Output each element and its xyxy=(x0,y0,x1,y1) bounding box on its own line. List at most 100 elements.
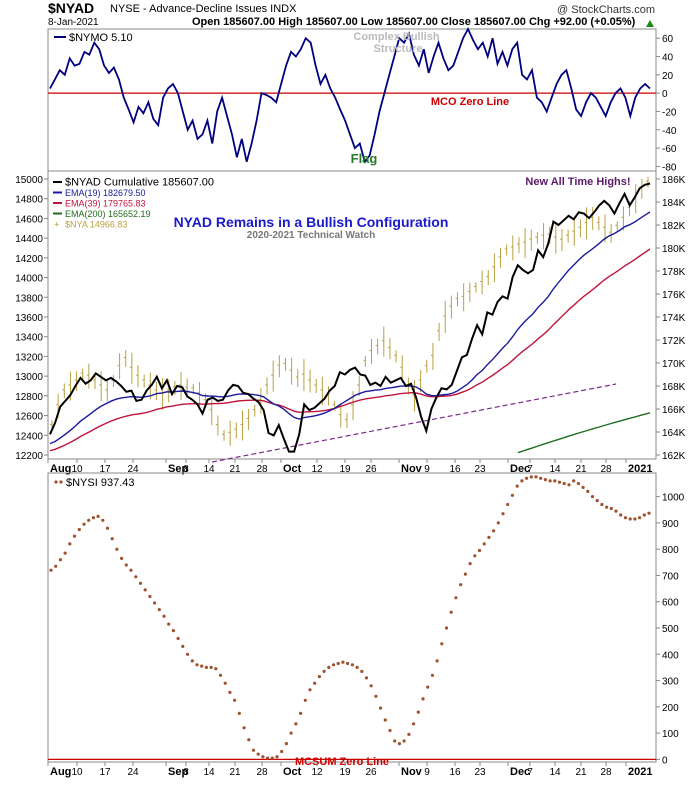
nysi-dot xyxy=(468,562,472,566)
nysi-dot xyxy=(270,756,274,760)
nyad-left-ytick-label: 13600 xyxy=(15,313,43,324)
nysi-dot xyxy=(148,594,152,599)
nysi-dot xyxy=(204,665,208,670)
nysi-dot xyxy=(553,479,557,483)
nysi-dot xyxy=(96,514,100,519)
nysi-dot xyxy=(49,568,53,572)
nysi-dot xyxy=(186,652,190,656)
nysi-legend: $NYSI 937.43 xyxy=(66,477,135,489)
mco-ytick-label: -20 xyxy=(662,107,677,118)
mco-series-line xyxy=(49,26,651,164)
nyad-right-ytick-label: 170K xyxy=(662,359,686,370)
nyad-right-ytick-label: 178K xyxy=(662,267,686,278)
nysi-dot xyxy=(402,739,406,743)
nyad-left-ytick-label: 13800 xyxy=(15,293,43,304)
x-axis-label: Aug xyxy=(50,463,71,475)
nyad-right-ytick-label: 184K xyxy=(662,198,686,209)
nyad-left-ytick-label: 15000 xyxy=(15,175,43,186)
nysi-dot xyxy=(242,726,246,730)
nyad-legend-swatch: + xyxy=(54,220,59,230)
nysi-dot xyxy=(209,665,213,670)
nysi-ytick-label: 400 xyxy=(662,650,679,661)
nysi-dot xyxy=(600,502,604,507)
x-axis-label: 8 xyxy=(183,767,189,778)
nyad-legend-entry: $NYA 14966.83 xyxy=(65,220,127,230)
nyad-left-ytick-label: 13000 xyxy=(15,372,43,383)
nysi-dot xyxy=(412,722,416,726)
x-axis-label: 10 xyxy=(71,464,83,475)
nysi-dot xyxy=(237,711,241,716)
x-axis-label: 14 xyxy=(549,767,561,778)
nysi-dot xyxy=(162,614,166,618)
mco-zero-label: MCO Zero Line xyxy=(431,96,509,108)
x-axis-label: 21 xyxy=(229,767,241,778)
nysi-dot xyxy=(562,481,566,486)
nysi-dot xyxy=(341,660,345,664)
mco-ytick-label: 60 xyxy=(662,34,674,45)
nysi-dot xyxy=(379,706,383,710)
nysi-dot xyxy=(525,476,529,480)
nysi-dot xyxy=(421,697,425,701)
nysi-ytick-label: 900 xyxy=(662,519,679,530)
ema200-line xyxy=(517,412,651,454)
nyad-left-ytick-label: 13200 xyxy=(15,352,43,363)
nysi-dot xyxy=(143,588,147,592)
nysi-dot xyxy=(91,516,95,520)
x-axis-label: 12 xyxy=(311,767,323,778)
x-axis-label: 7 xyxy=(527,464,533,475)
nysi-dot xyxy=(120,556,124,561)
nysi-dot xyxy=(642,513,646,517)
nysi-ytick-label: 500 xyxy=(662,624,679,635)
nysi-dot xyxy=(501,512,505,516)
nyad-left-ytick-label: 14600 xyxy=(15,214,43,225)
nysi-dot xyxy=(82,522,86,526)
nysi-dot xyxy=(463,572,467,576)
x-axis-label: 19 xyxy=(339,464,351,475)
x-axis-label: 21 xyxy=(575,767,587,778)
nysi-dot xyxy=(454,596,458,600)
nysi-ytick-label: 1000 xyxy=(662,493,685,504)
nysi-dot xyxy=(369,684,373,688)
x-axis-label: 28 xyxy=(256,767,268,778)
nyad-title: NYAD Remains in a Bullish Configuration xyxy=(174,214,449,230)
nysi-ytick-label: 300 xyxy=(662,677,679,688)
x-axis-label: 26 xyxy=(365,464,377,475)
nysi-dot xyxy=(110,537,114,541)
x-axis-label: 7 xyxy=(527,767,533,778)
nysi-dot xyxy=(317,675,321,679)
nysi-dot xyxy=(388,728,392,733)
nysi-dot xyxy=(416,710,420,714)
nysi-dot xyxy=(473,554,477,558)
x-axis-label: 2021 xyxy=(628,463,652,475)
nysi-dot xyxy=(557,480,562,484)
nyad-right-ytick-label: 162K xyxy=(662,451,686,462)
nysi-dot xyxy=(134,575,138,579)
nysi-dot xyxy=(218,673,223,677)
nyad-left-ytick-label: 13400 xyxy=(15,333,43,344)
nysi-dot xyxy=(77,527,81,532)
nysi-dot xyxy=(176,636,180,641)
nysi-dot xyxy=(261,755,265,759)
nysi-dot xyxy=(515,484,519,488)
nysi-dot xyxy=(628,517,632,521)
nysi-dot xyxy=(101,518,105,522)
x-axis-label: 21 xyxy=(575,464,587,475)
nysi-dot xyxy=(87,518,91,522)
x-axis-label: 14 xyxy=(203,767,215,778)
nysi-dot xyxy=(294,722,298,726)
nysi-dot xyxy=(633,517,637,521)
x-axis-label: 28 xyxy=(600,767,612,778)
nyad-right-ytick-label: 182K xyxy=(662,221,686,232)
nysi-dot xyxy=(200,664,204,668)
nysi-dot xyxy=(623,516,628,520)
complex-bullish-annotation: Complex Bullish Structure xyxy=(353,31,442,55)
nysi-dot xyxy=(430,673,434,677)
x-axis-label: Oct xyxy=(283,463,302,475)
nysi-dot xyxy=(638,516,642,520)
x-axis-label: Dec xyxy=(510,463,530,475)
nysi-dot xyxy=(195,663,199,667)
nysi-dot xyxy=(138,581,143,585)
nysi-dot xyxy=(426,685,430,689)
flag-annotation: Flag xyxy=(351,151,378,166)
nyad-right-ytick-label: 180K xyxy=(662,244,686,255)
